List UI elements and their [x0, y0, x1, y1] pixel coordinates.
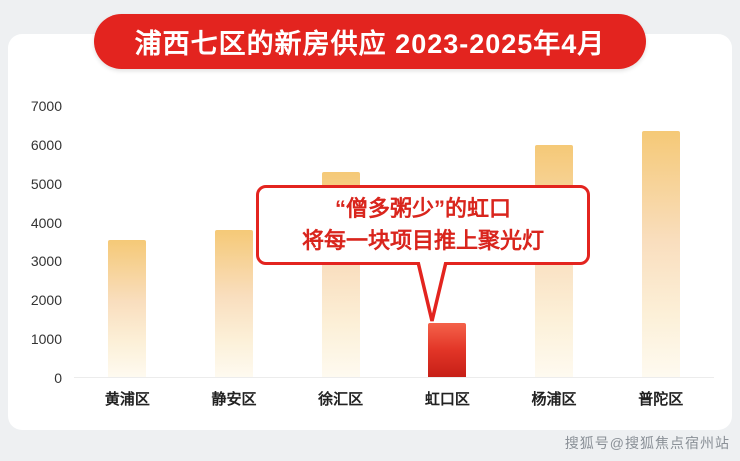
annotation-line2: 将每一块项目推上聚光灯 [301, 227, 544, 253]
x-axis-label: 徐汇区 [318, 391, 364, 408]
watermark: 搜狐号@搜狐焦点宿州站 [564, 435, 730, 451]
x-axis-label: 杨浦区 [531, 391, 577, 408]
chart-title: 浦西七区的新房供应 2023-2025年4月 [134, 29, 606, 59]
bar-column [181, 106, 288, 377]
x-axis-label: 虹口区 [424, 391, 470, 408]
chart-title-banner: 浦西七区的新房供应 2023-2025年4月 [94, 14, 646, 69]
y-tick-label: 0 [54, 369, 62, 386]
x-axis-label: 黄浦区 [104, 391, 150, 408]
chart-card: 浦西七区的新房供应 2023-2025年4月 7000 6000 5000 4000 3… [8, 14, 732, 430]
y-axis: 7000 6000 5000 4000 3000 2000 1000 0 [22, 97, 74, 387]
y-tick-label: 7000 [30, 98, 62, 114]
y-tick-label: 4000 [30, 214, 62, 231]
annotation-callout: “僧多粥少”的虹口 将每一块项目推上聚光灯 [256, 185, 590, 265]
x-axis: 黄浦区 静安区 徐汇区 虹口区 杨浦区 普陀区 [74, 388, 714, 409]
y-tick-label: 5000 [30, 175, 62, 192]
bar-column [607, 106, 714, 377]
callout-arrow-shape [416, 261, 448, 322]
bar-column [74, 106, 181, 377]
bar-chart: 7000 6000 5000 4000 3000 2000 1000 0 [22, 98, 714, 386]
y-tick-label: 1000 [30, 331, 62, 348]
callout-arrow [415, 261, 449, 329]
bar-column [394, 106, 501, 377]
bar-虹口区 [428, 322, 467, 377]
y-tick-label: 2000 [30, 292, 62, 309]
plot-area [74, 106, 714, 378]
x-axis-label: 普陀区 [638, 391, 684, 408]
bar-普陀区 [641, 131, 680, 377]
bar-静安区 [215, 229, 253, 377]
bar-黄浦区 [108, 239, 147, 377]
annotation-line1: “僧多粥少”的虹口 [334, 196, 511, 221]
x-axis-label: 静安区 [211, 391, 257, 408]
y-tick-label: 3000 [30, 253, 62, 270]
y-tick-label: 6000 [30, 136, 62, 153]
